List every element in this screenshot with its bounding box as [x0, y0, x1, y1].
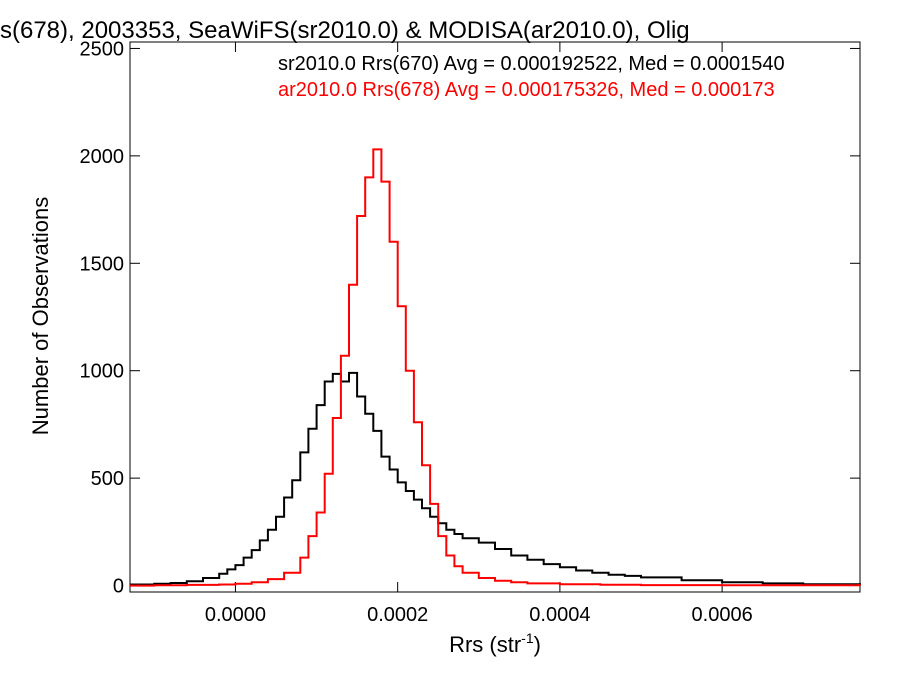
series-1-line	[130, 148, 861, 587]
plot-frame	[129, 41, 861, 593]
x-axis-label-sup: -1	[521, 630, 534, 646]
x-axis-label: Rrs (str-1)	[449, 630, 541, 657]
legend-entry-sr2010: sr2010.0 Rrs(670) Avg = 0.000192522, Med…	[278, 53, 785, 75]
chart-title: rs(678), 2003353, SeaWiFS(sr2010.0) & MO…	[0, 17, 690, 44]
x-axis-label-close: )	[534, 632, 541, 657]
y-tick-label: 1000	[80, 361, 125, 383]
series-layer	[130, 148, 861, 587]
y-tick-label: 2500	[80, 38, 125, 60]
y-tick-label: 2000	[80, 146, 125, 168]
x-axis-label-main: Rrs (str	[449, 632, 521, 657]
x-tick-label: 0.0000	[205, 604, 266, 626]
legend-entry-ar2010: ar2010.0 Rrs(678) Avg = 0.000175326, Med…	[278, 79, 775, 101]
y-tick-label: 0	[113, 576, 124, 598]
x-axis: 0.0000 0.0002 0.0004 0.0006	[205, 42, 753, 626]
x-tick-label: 0.0006	[692, 604, 753, 626]
y-tick-label: 1500	[80, 253, 125, 275]
y-tick-label: 500	[91, 468, 124, 490]
x-tick-label: 0.0002	[367, 604, 428, 626]
y-axis-label: Number of Observations	[28, 197, 53, 435]
x-tick-label: 0.0004	[529, 604, 590, 626]
series-0-line	[130, 371, 861, 586]
y-axis: 0 500 1000 1500 2000 2500	[80, 38, 860, 598]
